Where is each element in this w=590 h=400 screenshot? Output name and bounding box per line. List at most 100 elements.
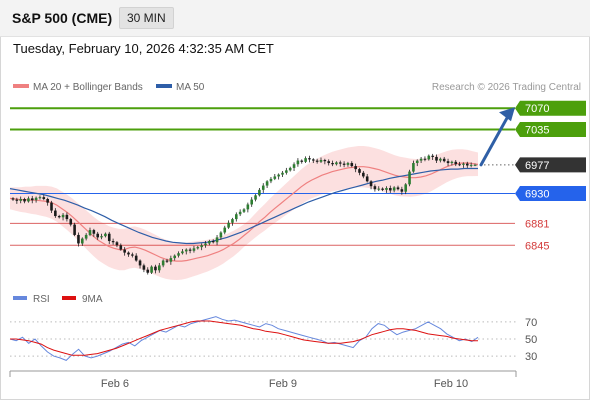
candle-body: [227, 222, 230, 228]
candle-body: [315, 160, 319, 162]
candle-body: [400, 189, 404, 192]
candle-body: [38, 197, 42, 199]
candle-body: [84, 234, 88, 239]
candle-body: [146, 269, 150, 273]
candle-body: [300, 160, 304, 162]
candle-body: [69, 219, 73, 225]
candle-body: [104, 233, 107, 237]
rsi-tick-50: 50: [525, 334, 537, 346]
candle-body: [115, 242, 119, 246]
candle-body: [30, 198, 34, 201]
candle-body: [392, 187, 396, 191]
candle-body: [331, 163, 334, 165]
candle-body: [42, 197, 46, 199]
candle-body: [327, 161, 330, 164]
candle-body: [396, 187, 400, 190]
level-tag-6930: [515, 186, 586, 201]
candle-body: [188, 249, 192, 251]
candle-body: [119, 245, 123, 250]
candle-body: [231, 219, 234, 223]
candle-body: [250, 199, 253, 205]
candle-body: [338, 162, 342, 164]
candle-body: [265, 181, 269, 186]
candle-body: [127, 252, 130, 255]
candle-body: [242, 209, 246, 212]
candle-body: [192, 248, 196, 251]
candle-body: [138, 260, 142, 266]
candle-body: [308, 158, 311, 160]
level-label-6881: 6881: [525, 218, 549, 230]
price-panel: 7070 7035 6977 6930 6881 6845: [9, 100, 586, 280]
candle-body: [412, 163, 415, 172]
candle-body: [377, 188, 381, 190]
candle-body: [288, 167, 292, 171]
candle-body: [258, 189, 261, 196]
candle-body: [19, 198, 22, 201]
candle-body: [173, 255, 176, 259]
candle-body: [292, 164, 296, 168]
candle-body: [219, 232, 223, 238]
header-bar: S&P 500 (CME) 30 MIN: [0, 0, 590, 37]
candle-body: [246, 204, 250, 210]
level-label-6977: 6977: [525, 160, 549, 172]
candle-body: [273, 176, 277, 179]
rsi-line: [9, 316, 479, 361]
candle-body: [431, 155, 434, 157]
candle-body: [196, 247, 200, 249]
candle-body: [34, 197, 38, 201]
candle-body: [342, 163, 346, 165]
candle-body: [50, 202, 53, 211]
candle-body: [73, 224, 76, 235]
candle-body: [365, 176, 369, 182]
level-tag-7070: [515, 100, 586, 116]
candle-body: [123, 249, 126, 253]
candle-body: [381, 188, 384, 190]
candle-body: [177, 253, 180, 256]
candle-body: [350, 163, 354, 167]
candle-body: [404, 184, 407, 192]
candle-body: [285, 170, 288, 173]
level-label-7070: 7070: [525, 103, 549, 115]
candle-body: [23, 198, 26, 202]
candle-body: [439, 158, 442, 161]
candle-body: [323, 159, 327, 162]
candle-body: [27, 198, 30, 202]
ma20-legend-label: MA 20 + Bollinger Bands: [33, 82, 143, 93]
candle-body: [238, 211, 242, 215]
candle-body: [335, 162, 338, 165]
candle-body: [15, 199, 19, 201]
timeframe-button[interactable]: 30 MIN: [119, 7, 174, 29]
candle-body: [435, 156, 438, 161]
candle-body: [92, 230, 96, 234]
bollinger-band-area: [10, 146, 478, 280]
candle-body: [462, 163, 465, 165]
candle-body: [46, 198, 49, 203]
candle-body: [54, 210, 57, 217]
candle-body: [142, 265, 146, 270]
candle-body: [450, 161, 454, 164]
candle-body: [296, 160, 300, 165]
candle-body: [415, 160, 419, 164]
candle-body: [454, 161, 458, 165]
candle-body: [100, 236, 103, 238]
candle-body: [111, 241, 115, 243]
candle-body: [215, 237, 219, 243]
candle-body: [161, 260, 165, 266]
candle-body: [346, 163, 350, 165]
candle-body: [446, 161, 450, 164]
candle-body: [312, 159, 315, 161]
instrument-title: S&P 500 (CME): [12, 10, 113, 26]
candle-body: [150, 266, 153, 273]
candle-body: [427, 155, 431, 160]
candle-body: [204, 243, 207, 246]
level-tag-6977: [515, 157, 586, 173]
rsi-legend-swatch: [13, 296, 27, 300]
candle-body: [169, 258, 173, 262]
ma20-legend-swatch: [13, 84, 29, 88]
candle-body: [107, 233, 111, 242]
candle-body: [134, 255, 138, 261]
candle-body: [208, 241, 211, 244]
candle-body: [200, 245, 203, 248]
ma50-line: [9, 167, 478, 245]
candle-body: [442, 158, 446, 162]
